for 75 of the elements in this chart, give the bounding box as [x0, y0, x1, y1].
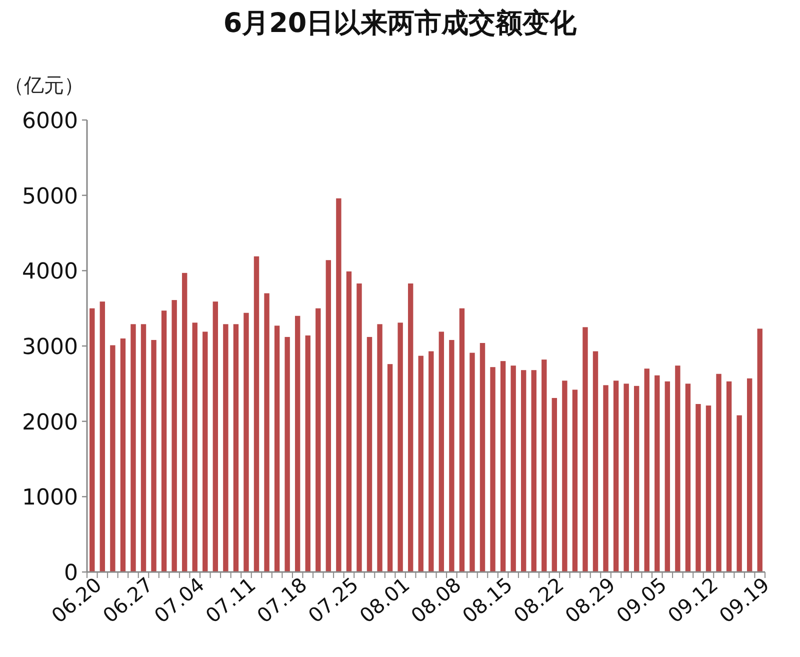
bar: [562, 380, 568, 572]
bar: [582, 327, 588, 572]
bar: [757, 328, 762, 572]
bar: [696, 404, 701, 572]
bar: [459, 308, 465, 572]
bar: [408, 283, 414, 572]
bar: [613, 380, 619, 572]
bar: [90, 308, 95, 572]
bar: [182, 272, 188, 572]
y-tick-label: 1000: [22, 486, 78, 511]
bar: [490, 367, 496, 572]
bar: [244, 312, 249, 572]
bar: [675, 366, 680, 572]
y-tick-label: 3000: [22, 335, 78, 360]
bar: [316, 308, 321, 572]
bar: [470, 352, 475, 572]
bar: [542, 360, 547, 572]
bar: [572, 390, 578, 572]
bar: [254, 256, 260, 572]
bar: [161, 310, 167, 572]
bar: [212, 302, 218, 572]
bar: [336, 198, 342, 572]
bar: [110, 345, 116, 572]
bar: [264, 293, 270, 572]
bar: [418, 356, 424, 572]
bar: [326, 260, 332, 572]
y-tick-label: 4000: [22, 260, 78, 285]
bar: [428, 351, 434, 572]
bar: [294, 316, 300, 572]
bar: [366, 336, 372, 572]
bar: [603, 385, 608, 572]
bar: [438, 332, 444, 572]
bar: [151, 340, 156, 572]
y-tick-label: 5000: [22, 184, 78, 210]
bar: [284, 336, 290, 572]
bar: [192, 322, 198, 572]
bar: [140, 324, 146, 572]
bar: [716, 374, 722, 572]
bar: [130, 324, 136, 572]
bar: [356, 283, 362, 572]
bar: [274, 326, 280, 572]
bar: [346, 271, 352, 572]
bar: [500, 361, 506, 572]
bar: [305, 335, 310, 572]
bar: [726, 381, 732, 572]
bar: [654, 375, 660, 572]
bar: [644, 368, 650, 572]
y-tick-label: 6000: [22, 109, 78, 134]
bar: [233, 324, 239, 572]
bar: [664, 381, 670, 572]
bar: [398, 322, 403, 572]
y-tick-label: 0: [64, 561, 78, 586]
bar: [685, 384, 691, 572]
y-axis-title: （亿元）: [4, 73, 84, 97]
bar: [592, 351, 598, 572]
bar: [172, 300, 177, 572]
bar: [736, 415, 742, 572]
bar: [634, 386, 640, 572]
bar: [531, 370, 536, 572]
y-tick-label: 2000: [22, 410, 78, 436]
bar: [100, 302, 106, 572]
bar: [480, 342, 486, 572]
bar: [377, 324, 382, 572]
bar: [387, 364, 393, 572]
bar: [746, 378, 752, 572]
bar: [520, 370, 526, 572]
chart-title: 6月20日以来两市成交额变化: [223, 8, 578, 39]
bar: [706, 406, 712, 572]
bar: [624, 384, 629, 572]
bar: [552, 398, 558, 572]
bar: [120, 338, 126, 572]
bar: [202, 332, 208, 572]
bar: [510, 366, 516, 572]
bar: [449, 340, 454, 572]
bar: [223, 324, 228, 572]
